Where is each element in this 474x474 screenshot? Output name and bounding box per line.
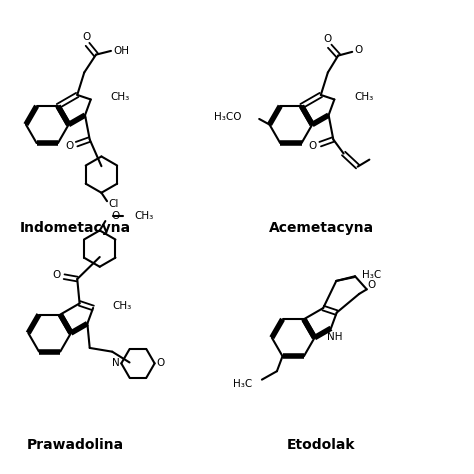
Text: O: O bbox=[156, 358, 164, 368]
Text: H₃CO: H₃CO bbox=[214, 111, 241, 122]
Text: O: O bbox=[355, 46, 363, 55]
Text: Cl: Cl bbox=[108, 200, 118, 210]
Text: NH: NH bbox=[327, 332, 342, 342]
Text: CH₃: CH₃ bbox=[110, 92, 130, 102]
Text: H₃C: H₃C bbox=[362, 270, 381, 280]
Text: O: O bbox=[324, 34, 332, 44]
Text: Prawadolina: Prawadolina bbox=[27, 438, 124, 453]
Text: O: O bbox=[82, 32, 90, 42]
Text: Indometacyna: Indometacyna bbox=[20, 220, 131, 235]
Text: CH₃: CH₃ bbox=[113, 301, 132, 310]
Text: CH₃: CH₃ bbox=[354, 92, 374, 102]
Text: O: O bbox=[65, 142, 73, 152]
Text: H₃C: H₃C bbox=[233, 379, 253, 389]
Text: O: O bbox=[111, 211, 120, 221]
Text: O: O bbox=[309, 142, 317, 152]
Text: Acemetacyna: Acemetacyna bbox=[269, 220, 374, 235]
Text: O: O bbox=[53, 270, 61, 280]
Text: N: N bbox=[112, 358, 119, 368]
Text: CH₃: CH₃ bbox=[135, 211, 154, 221]
Text: Etodolak: Etodolak bbox=[287, 438, 356, 453]
Text: OH: OH bbox=[113, 46, 129, 56]
Text: O: O bbox=[367, 280, 375, 290]
